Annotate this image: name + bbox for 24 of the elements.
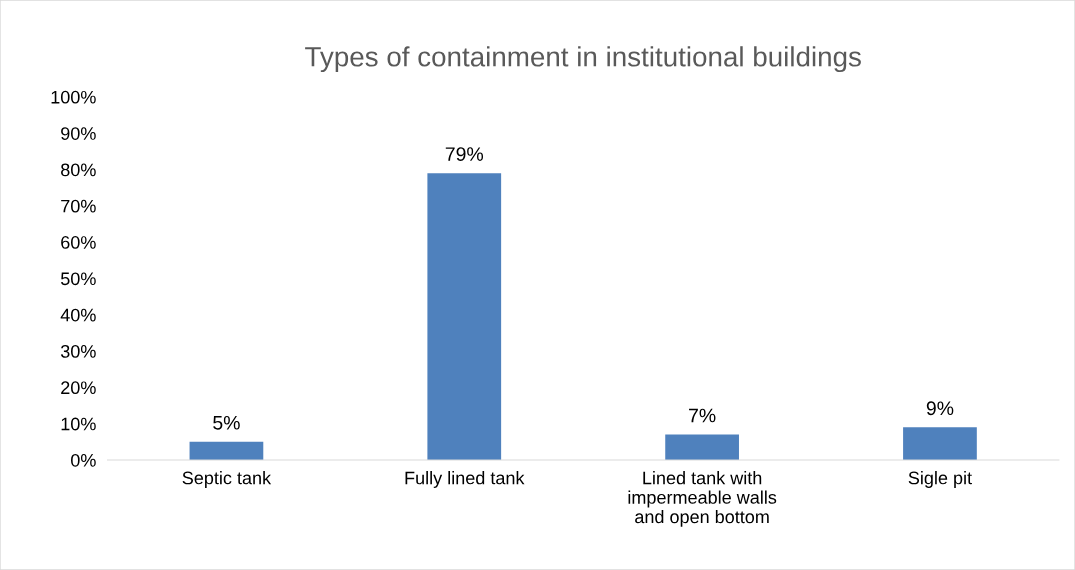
y-tick-label: 90% (61, 127, 96, 140)
y-tick-label: 50% (60, 272, 96, 286)
y-tick-label: 40% (60, 308, 96, 322)
y-tick-label: 70% (61, 199, 96, 213)
x-tick-label: Lined tank with impermeable walls and open bottom (628, 471, 777, 527)
x-tick-label: Sigle pit (908, 471, 972, 488)
chart-title: Types of containment in institutional buildings (305, 46, 861, 73)
y-tick-label: 60% (61, 236, 96, 249)
x-tick-label: Fully lined tank (405, 471, 525, 488)
bar (903, 427, 977, 460)
y-tick-label: 0% (71, 453, 96, 467)
y-tick-label: 20% (61, 381, 96, 395)
y-tick-label: 30% (60, 345, 96, 358)
data-label: 79% (445, 147, 484, 161)
x-tick-label: Septic tank (182, 471, 272, 488)
data-label: 5% (213, 415, 240, 430)
data-label: 7% (689, 408, 716, 423)
y-tick-label: 80% (61, 163, 96, 177)
data-label: 9% (926, 401, 954, 416)
bar (665, 434, 739, 460)
y-tick-label: 100% (51, 90, 96, 104)
y-tick-label: 10% (61, 417, 96, 431)
bar (189, 441, 264, 460)
bar (427, 173, 502, 460)
